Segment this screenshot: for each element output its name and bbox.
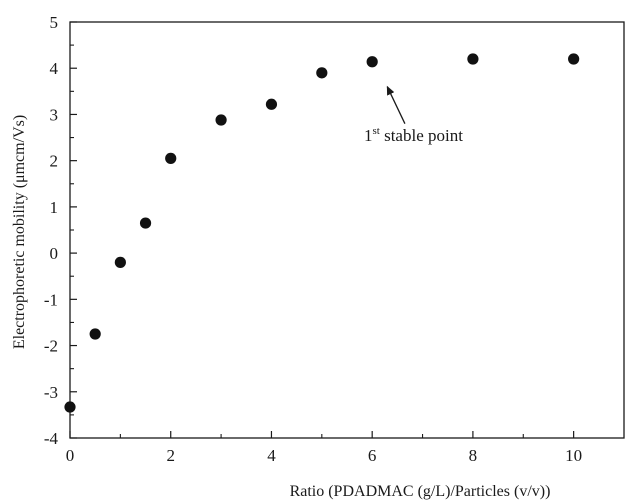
plot-frame <box>69 21 625 439</box>
annotation-label-main: 1 <box>364 126 373 145</box>
annotation-label-superscript: st <box>373 125 380 137</box>
annotation-label: 1st stable point <box>364 125 463 145</box>
data-point <box>215 114 227 126</box>
y-tick-label: -4 <box>44 429 59 448</box>
y-tick-label: 0 <box>50 244 59 263</box>
y-tick-label: 3 <box>50 105 59 124</box>
data-points <box>64 53 580 413</box>
data-point <box>139 217 152 229</box>
x-tick-label: 2 <box>166 446 175 465</box>
x-axis-tick-labels: 0 2 4 6 8 10 <box>66 446 582 465</box>
y-tick-label: 1 <box>50 198 59 217</box>
x-tick-label: 6 <box>368 446 377 465</box>
y-tick-label: 4 <box>50 59 59 78</box>
data-point <box>114 256 126 268</box>
y-tick-label: 5 <box>50 13 59 32</box>
data-point <box>366 56 378 68</box>
x-tick-label: 10 <box>565 446 582 465</box>
x-tick-label: 0 <box>66 446 75 465</box>
y-tick-label: -3 <box>44 383 58 402</box>
annotation-label-rest: stable point <box>380 126 463 145</box>
data-point <box>89 328 101 340</box>
data-point <box>467 53 479 65</box>
x-axis-label: Ratio (PDADMAC (g/L)/Particles (v/v)) <box>290 483 551 500</box>
y-axis-ticks <box>70 21 77 439</box>
y-axis-label: Electrophoretic mobility (μmcm/Vs) <box>11 115 28 349</box>
y-tick-label: 2 <box>50 152 59 171</box>
data-point <box>316 67 328 79</box>
data-point <box>165 152 177 164</box>
y-axis-tick-labels: -4 -3 -2 -1 0 1 2 3 4 5 <box>44 13 59 448</box>
y-tick-label: -2 <box>44 337 58 356</box>
x-tick-label: 4 <box>267 446 276 465</box>
x-tick-label: 8 <box>469 446 478 465</box>
data-point <box>265 98 278 110</box>
annotation-arrow <box>386 85 406 124</box>
x-axis-ticks <box>69 431 575 438</box>
data-point <box>64 401 76 413</box>
data-point <box>568 53 580 65</box>
y-tick-label: -1 <box>44 290 58 309</box>
